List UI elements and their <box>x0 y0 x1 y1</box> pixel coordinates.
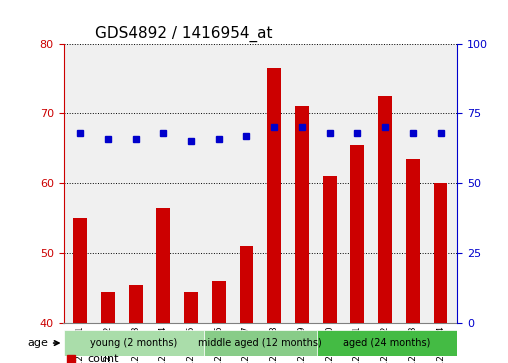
Bar <box>184 291 198 363</box>
Bar <box>129 285 143 363</box>
Bar <box>73 218 87 363</box>
Text: middle aged (12 months): middle aged (12 months) <box>199 338 322 348</box>
Text: GDS4892 / 1416954_at: GDS4892 / 1416954_at <box>95 26 272 42</box>
Bar <box>267 68 281 363</box>
Bar <box>378 96 392 363</box>
FancyBboxPatch shape <box>316 330 457 356</box>
FancyBboxPatch shape <box>204 330 316 356</box>
Bar <box>434 183 448 363</box>
Text: aged (24 months): aged (24 months) <box>343 338 431 348</box>
Bar <box>240 246 253 363</box>
Text: age: age <box>27 338 59 348</box>
Text: count: count <box>87 354 119 363</box>
Text: young (2 months): young (2 months) <box>90 338 177 348</box>
Bar <box>101 291 115 363</box>
Bar <box>212 281 226 363</box>
FancyBboxPatch shape <box>64 330 204 356</box>
Bar <box>295 106 309 363</box>
Bar <box>323 176 337 363</box>
Bar <box>406 159 420 363</box>
Bar <box>156 208 170 363</box>
Bar <box>351 145 364 363</box>
